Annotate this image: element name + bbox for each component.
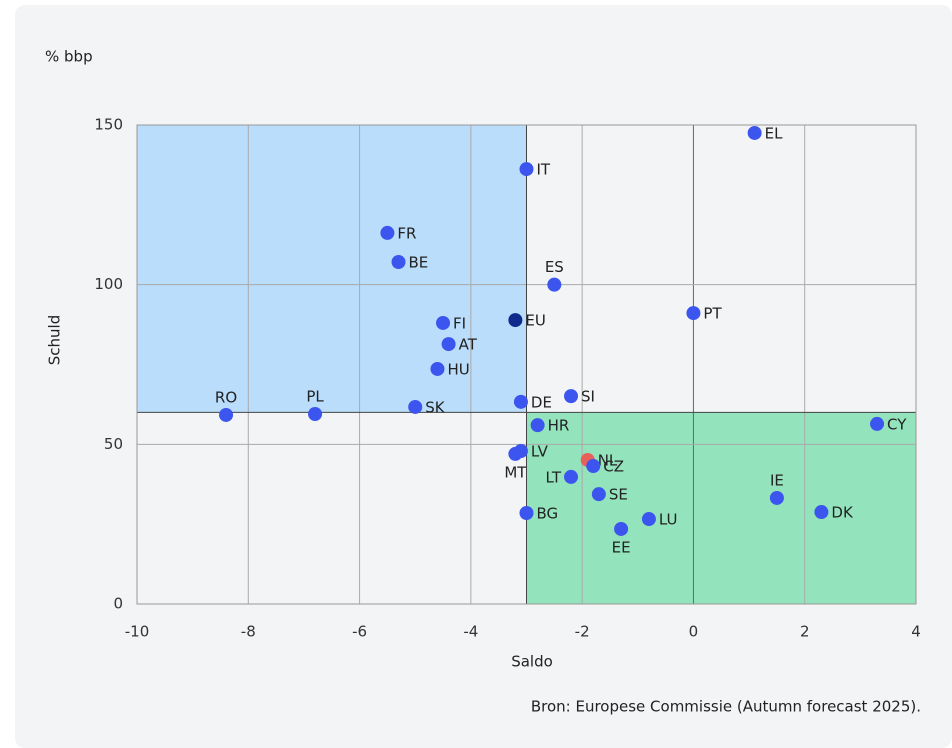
point-label: PT <box>703 305 722 323</box>
point-label: DE <box>531 393 552 411</box>
point <box>508 313 523 328</box>
region-low-debt <box>526 412 916 604</box>
region-high-debt <box>137 125 527 413</box>
x-tick-label: 4 <box>911 623 921 641</box>
point-label: FR <box>397 224 416 242</box>
point <box>747 125 762 140</box>
source: Bron: Europese Commissie (Autumn forecas… <box>531 698 921 716</box>
point-label: ES <box>545 258 564 276</box>
point <box>614 521 629 536</box>
point-label: HR <box>548 417 570 435</box>
point <box>769 490 784 505</box>
point-label: NL <box>598 451 618 469</box>
point <box>686 306 701 321</box>
plot-border <box>136 124 917 605</box>
point-label: EE <box>612 538 631 556</box>
point-label: EU <box>525 312 545 330</box>
point <box>391 254 406 269</box>
point <box>408 399 423 414</box>
point-label: BG <box>537 504 559 522</box>
point <box>519 162 534 177</box>
point <box>508 446 523 461</box>
point-label: RO <box>215 388 237 406</box>
point-label: AT <box>459 336 478 354</box>
y-tick-label: 50 <box>104 435 123 453</box>
point-label: PL <box>306 387 324 405</box>
point-label: SE <box>609 486 628 504</box>
point <box>547 277 562 292</box>
point-label: LT <box>546 468 562 486</box>
point <box>870 416 885 431</box>
x-tick-label: -8 <box>241 623 256 641</box>
point-label: CY <box>887 415 907 433</box>
point <box>430 361 445 376</box>
y-tick-label: 100 <box>94 275 123 293</box>
point <box>441 337 456 352</box>
x-tick-label: -4 <box>463 623 478 641</box>
y-tick-label: 0 <box>113 595 123 613</box>
point <box>641 512 656 527</box>
y-axis-label: Schuld <box>46 315 64 365</box>
point-label: LU <box>659 511 678 529</box>
point-label: BE <box>409 253 429 271</box>
point <box>591 487 606 502</box>
x-axis-label: Saldo <box>511 653 553 671</box>
point <box>530 418 545 433</box>
point <box>519 505 534 520</box>
point-label: FI <box>453 314 466 332</box>
y-tick-label: 150 <box>94 116 123 134</box>
x-tick-label: 2 <box>800 623 810 641</box>
point <box>308 406 323 421</box>
point <box>564 469 579 484</box>
point <box>814 505 829 520</box>
point-label: IE <box>770 471 784 489</box>
point <box>586 459 601 474</box>
x-tick-label: -2 <box>575 623 590 641</box>
point <box>380 225 395 240</box>
point-label: HU <box>447 360 469 378</box>
point-label: CZ <box>603 458 624 476</box>
point-label: DK <box>831 504 854 522</box>
point-label: SI <box>581 388 595 406</box>
x-tick-label: -6 <box>352 623 367 641</box>
y-unit-title: % bbp <box>45 48 93 66</box>
x-tick-label: 0 <box>689 623 699 641</box>
point-label: MT <box>504 463 527 481</box>
point <box>513 394 528 409</box>
point <box>219 407 234 422</box>
point-label: EL <box>765 124 783 142</box>
point-label: LV <box>531 443 549 461</box>
point <box>436 315 451 330</box>
point-label: IT <box>537 161 551 179</box>
x-tick-label: -10 <box>125 623 150 641</box>
point-label: SK <box>425 398 446 416</box>
point <box>564 389 579 404</box>
